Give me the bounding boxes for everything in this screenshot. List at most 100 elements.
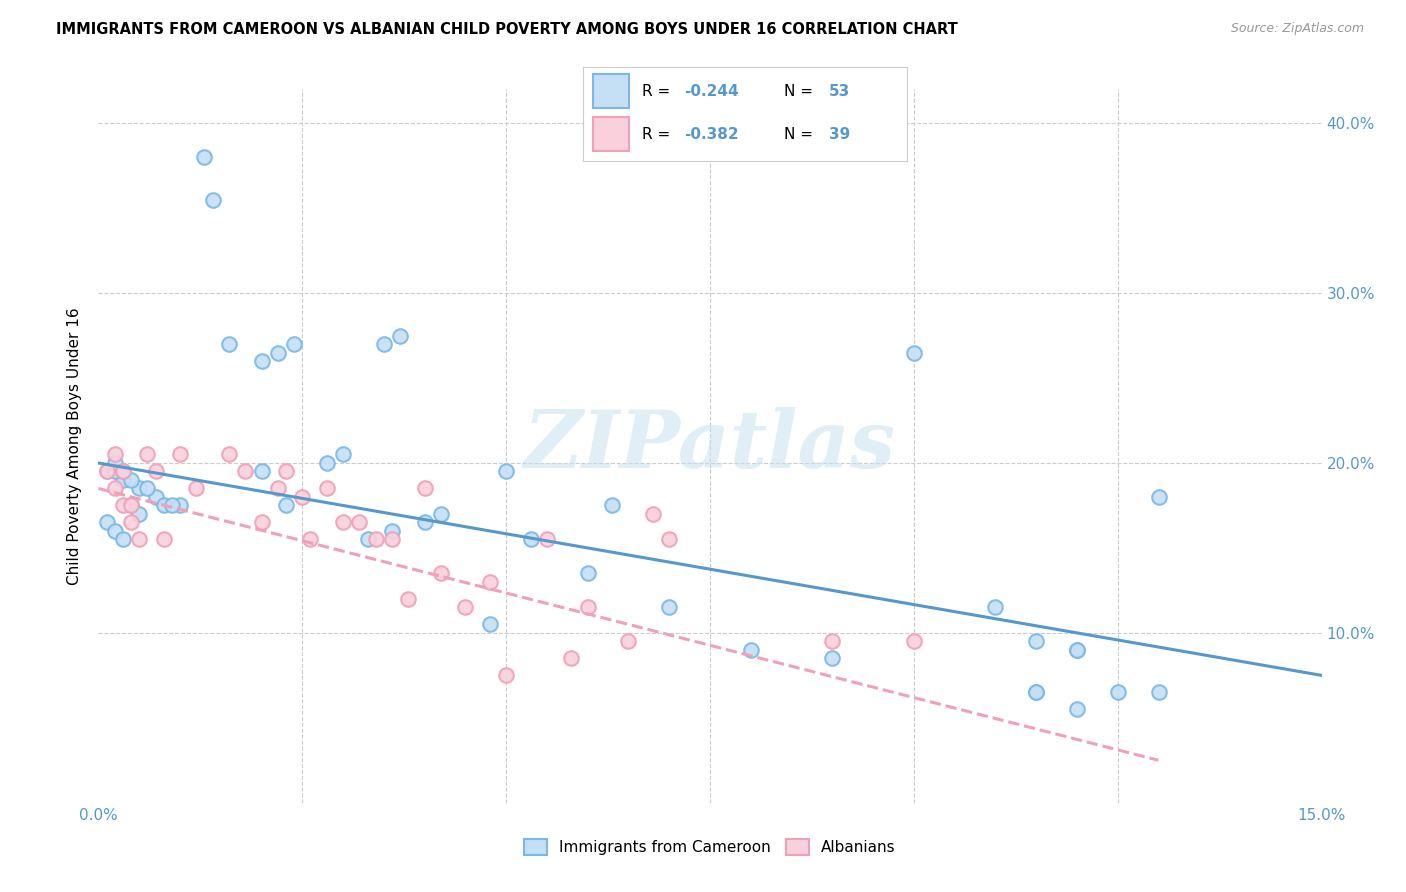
Point <box>218 337 240 351</box>
Point <box>356 533 378 547</box>
Point <box>984 600 1007 615</box>
Point <box>145 465 167 479</box>
Point <box>454 600 477 615</box>
Point <box>267 345 290 359</box>
Point <box>96 465 118 479</box>
Text: Source: ZipAtlas.com: Source: ZipAtlas.com <box>1230 22 1364 36</box>
Text: R =: R = <box>641 84 675 99</box>
Point <box>349 516 371 530</box>
Point <box>111 465 134 479</box>
Point <box>903 345 925 359</box>
Point <box>1147 685 1170 699</box>
Point <box>201 193 224 207</box>
Point <box>218 448 240 462</box>
Legend: Immigrants from Cameroon, Albanians: Immigrants from Cameroon, Albanians <box>516 831 904 863</box>
Point <box>104 482 127 496</box>
Point <box>233 465 256 479</box>
Point <box>381 524 404 538</box>
Text: 39: 39 <box>830 127 851 142</box>
Text: N =: N = <box>785 84 818 99</box>
Point <box>495 668 517 682</box>
Point <box>169 499 191 513</box>
Text: 53: 53 <box>830 84 851 99</box>
Point <box>1107 685 1129 699</box>
Point <box>478 574 501 589</box>
Point <box>96 516 118 530</box>
Point <box>373 337 395 351</box>
Point <box>104 465 127 479</box>
Point <box>250 516 273 530</box>
Text: IMMIGRANTS FROM CAMEROON VS ALBANIAN CHILD POVERTY AMONG BOYS UNDER 16 CORRELATI: IMMIGRANTS FROM CAMEROON VS ALBANIAN CHI… <box>56 22 957 37</box>
Point <box>267 482 290 496</box>
Point <box>821 651 844 665</box>
Text: -0.382: -0.382 <box>683 127 738 142</box>
Point <box>111 465 134 479</box>
Point <box>120 473 142 487</box>
Point <box>104 448 127 462</box>
Point <box>136 448 159 462</box>
Point <box>1066 643 1088 657</box>
Point <box>740 643 762 657</box>
Point <box>111 499 134 513</box>
Point <box>495 465 517 479</box>
Point <box>160 499 183 513</box>
Point <box>600 499 623 513</box>
Point <box>120 516 142 530</box>
FancyBboxPatch shape <box>593 118 628 152</box>
Text: R =: R = <box>641 127 675 142</box>
Point <box>332 516 354 530</box>
Point <box>128 507 150 521</box>
Point <box>413 482 436 496</box>
Point <box>1025 634 1047 648</box>
Text: ZIPatlas: ZIPatlas <box>524 408 896 484</box>
Point <box>478 617 501 632</box>
Point <box>1066 702 1088 716</box>
Point <box>120 499 142 513</box>
Point <box>519 533 541 547</box>
Point <box>169 448 191 462</box>
Point <box>250 354 273 368</box>
Point <box>315 482 337 496</box>
Point <box>576 566 599 581</box>
Point <box>152 499 174 513</box>
Point <box>430 507 453 521</box>
Point <box>1025 685 1047 699</box>
Point <box>1147 490 1170 504</box>
Point <box>1066 643 1088 657</box>
Point <box>291 490 314 504</box>
Y-axis label: Child Poverty Among Boys Under 16: Child Poverty Among Boys Under 16 <box>67 307 83 585</box>
Point <box>641 507 664 521</box>
Point <box>104 524 127 538</box>
Point <box>381 533 404 547</box>
Point <box>364 533 387 547</box>
Point <box>332 448 354 462</box>
Point <box>111 473 134 487</box>
Point <box>283 337 305 351</box>
Point <box>299 533 322 547</box>
Point <box>104 456 127 470</box>
Point <box>560 651 582 665</box>
Point <box>903 634 925 648</box>
FancyBboxPatch shape <box>593 74 628 108</box>
Point <box>396 591 419 606</box>
Text: N =: N = <box>785 127 818 142</box>
Point <box>536 533 558 547</box>
Point <box>274 465 297 479</box>
Point <box>120 499 142 513</box>
Point <box>250 465 273 479</box>
Point <box>658 600 681 615</box>
Point <box>136 482 159 496</box>
Point <box>658 533 681 547</box>
Point <box>152 533 174 547</box>
Point <box>274 499 297 513</box>
Point <box>1025 685 1047 699</box>
Point <box>186 482 208 496</box>
Point <box>128 482 150 496</box>
Point <box>389 328 412 343</box>
Point <box>128 533 150 547</box>
Point <box>413 516 436 530</box>
Point <box>576 600 599 615</box>
Point <box>821 634 844 648</box>
Point <box>96 465 118 479</box>
Text: -0.244: -0.244 <box>683 84 738 99</box>
